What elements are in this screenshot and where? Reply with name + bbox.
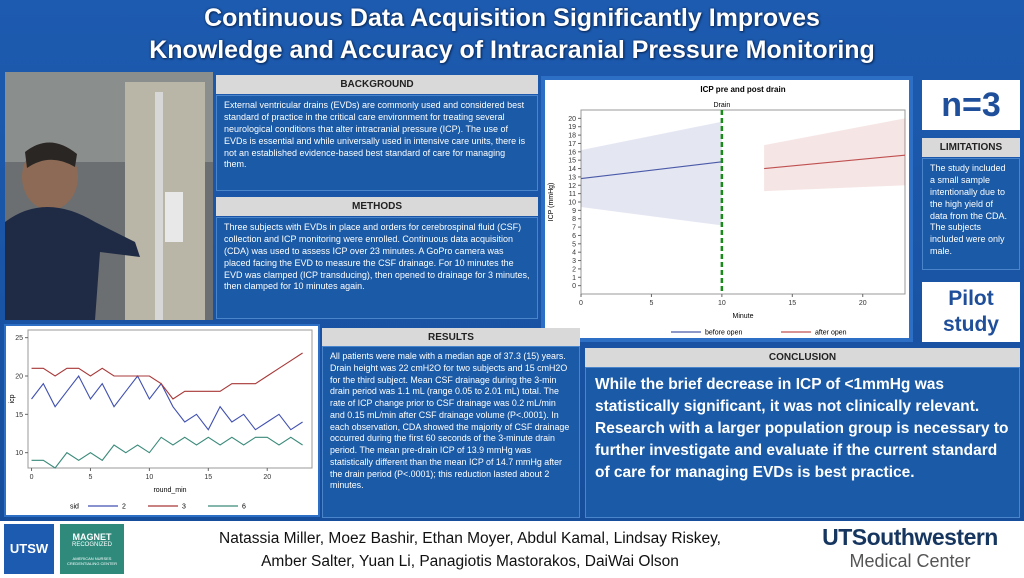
logo-text: MAGNET bbox=[72, 532, 112, 542]
y-tick-label: 20 bbox=[15, 374, 23, 381]
x-tick-label: 0 bbox=[579, 300, 583, 307]
x-tick-label: 20 bbox=[859, 300, 867, 307]
section-body: External ventricular drains (EVDs) are c… bbox=[216, 95, 538, 191]
y-tick-label: 14 bbox=[568, 166, 576, 173]
x-tick-label: 15 bbox=[788, 300, 796, 307]
chart: 0 5 10 15 20 10 15 20 25 round_min icp sid 2 3 6 bbox=[9, 329, 313, 511]
x-tick-label: 15 bbox=[204, 474, 212, 481]
pilot-badge: Pilot study bbox=[922, 282, 1020, 342]
y-axis-label: ICP (mmHg) bbox=[548, 183, 555, 222]
y-tick-label: 10 bbox=[15, 450, 23, 457]
y-tick-label: 2 bbox=[572, 266, 576, 273]
section-heading: BACKGROUND bbox=[216, 75, 538, 94]
section-heading: CONCLUSION bbox=[585, 348, 1020, 367]
y-tick-label: 3 bbox=[572, 258, 576, 265]
logo: MAGNET RECOGNIZED AMERICAN NURSES CREDEN… bbox=[60, 524, 124, 574]
confidence-band bbox=[581, 121, 722, 226]
x-tick-label: 10 bbox=[718, 300, 726, 307]
logo: UTSW bbox=[4, 524, 54, 574]
series-line bbox=[580, 161, 722, 180]
y-tick-label: 18 bbox=[568, 133, 576, 140]
author-line: Amber Salter, Yuan Li, Panagiotis Mastor… bbox=[261, 553, 679, 570]
legend-label: after open bbox=[815, 330, 847, 337]
x-tick-label: 5 bbox=[89, 474, 93, 481]
y-tick-label: 6 bbox=[572, 233, 576, 240]
chart-panel: 0 5 10 15 20 10 15 20 25 round_min icp sid 2 3 6 bbox=[4, 324, 320, 517]
logo-text: AMERICAN NURSES CREDENTIALING CENTER bbox=[66, 556, 117, 566]
y-tick-label: 19 bbox=[568, 124, 576, 131]
y-tick-label: 15 bbox=[568, 158, 576, 165]
footer bbox=[0, 521, 1024, 578]
institution: UTSouthwestern Medical Center bbox=[800, 524, 1020, 572]
legend-label: 3 bbox=[182, 504, 186, 511]
series-line bbox=[31, 352, 303, 400]
section-body: While the brief decrease in ICP of <1mmH… bbox=[585, 367, 1020, 518]
section-heading: LIMITATIONS bbox=[922, 138, 1020, 157]
y-tick-label: 15 bbox=[15, 412, 23, 419]
authors: Natassia Miller, Moez Bashir, Ethan Moye… bbox=[150, 527, 790, 573]
logo-text: RECOGNIZED bbox=[71, 542, 112, 548]
title-line: Knowledge and Accuracy of Intracranial P… bbox=[149, 36, 875, 64]
chart-panel: ICP pre and post drain 0 5 10 15 20 0 1 2 3 4 5 6 7 8 9… bbox=[541, 76, 913, 342]
x-tick-label: 10 bbox=[145, 474, 153, 481]
y-axis-label: icp bbox=[9, 394, 16, 403]
x-tick-label: 0 bbox=[30, 474, 34, 481]
annotation-label: Drain bbox=[714, 102, 731, 109]
y-tick-label: 8 bbox=[572, 216, 576, 223]
section-body: The study included a small sample intent… bbox=[922, 158, 1020, 270]
sample-size: n=3 bbox=[922, 80, 1020, 130]
institution-name: UTSouthwestern bbox=[822, 524, 998, 550]
legend-label: before open bbox=[705, 330, 742, 337]
y-tick-label: 0 bbox=[572, 283, 576, 290]
confidence-band bbox=[764, 118, 905, 192]
section-heading: METHODS bbox=[216, 197, 538, 216]
y-tick-label: 25 bbox=[15, 335, 23, 342]
x-tick-label: 20 bbox=[263, 474, 271, 481]
chart-title: ICP pre and post drain bbox=[700, 85, 785, 94]
y-tick-label: 12 bbox=[568, 183, 576, 190]
author-line: Natassia Miller, Moez Bashir, Ethan Moye… bbox=[219, 530, 721, 547]
y-tick-label: 16 bbox=[568, 149, 576, 156]
y-tick-label: 17 bbox=[568, 141, 576, 148]
legend-title: sid bbox=[70, 504, 79, 511]
y-tick-label: 5 bbox=[572, 241, 576, 248]
y-tick-label: 9 bbox=[572, 208, 576, 215]
legend-label: 2 bbox=[122, 504, 126, 511]
series-line bbox=[764, 154, 906, 170]
plot-frame bbox=[27, 329, 313, 469]
x-axis-label: Minute bbox=[732, 313, 753, 320]
section-heading: RESULTS bbox=[322, 328, 580, 347]
title-line: Continuous Data Acquisition Significantl… bbox=[204, 4, 820, 32]
x-axis-label: round_min bbox=[153, 487, 186, 494]
y-tick-label: 4 bbox=[572, 250, 576, 257]
y-tick-label: 13 bbox=[568, 174, 576, 181]
series-line bbox=[31, 436, 303, 469]
y-tick-label: 11 bbox=[569, 191, 576, 198]
series-line bbox=[31, 374, 303, 431]
section-body: Three subjects with EVDs in place and or… bbox=[216, 217, 538, 319]
photo bbox=[5, 72, 213, 320]
y-tick-label: 20 bbox=[568, 116, 576, 123]
institution-sub: Medical Center bbox=[849, 551, 971, 571]
y-tick-label: 1 bbox=[572, 275, 576, 282]
y-tick-label: 10 bbox=[568, 200, 576, 207]
x-tick-label: 5 bbox=[649, 300, 653, 307]
section-body: All patients were male with a median age… bbox=[322, 346, 580, 518]
legend-label: 6 bbox=[242, 504, 246, 511]
y-tick-label: 7 bbox=[572, 225, 576, 232]
